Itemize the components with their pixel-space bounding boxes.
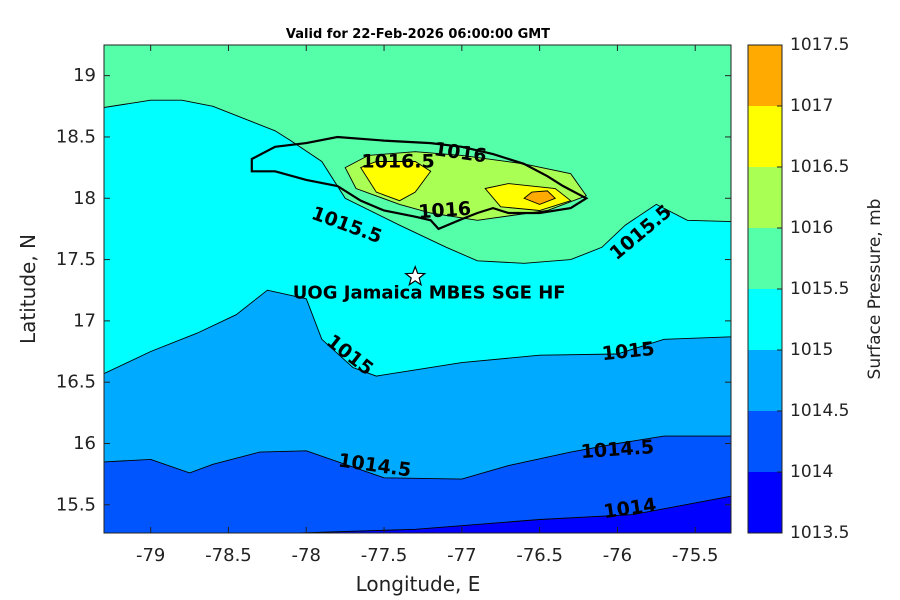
y-axis-label: Latitude, N	[16, 234, 40, 344]
contour-label: 1016	[418, 198, 472, 224]
jamaica-coastline	[250, 135, 589, 231]
contour-line-1015	[104, 289, 731, 377]
colorbar-tick-label: 1014.5	[790, 401, 849, 421]
colorbar-segment	[748, 45, 782, 106]
contour-line-1015.5	[104, 99, 731, 264]
colorbar-tick-label: 1014	[790, 462, 833, 482]
colorbar-tick-label: 1017	[790, 96, 833, 116]
x-tick-label: -79	[136, 545, 165, 566]
colorbar-segment	[748, 167, 782, 228]
y-axis-ticks: 15.5 16 16.5 17 17.5 18 18.5 19	[56, 65, 731, 515]
colorbar-label: Surface Pressure, mb	[865, 199, 885, 380]
station-star-icon	[404, 264, 427, 287]
x-tick-label: -75.5	[672, 545, 719, 566]
y-tick-label: 17.5	[56, 249, 96, 270]
contour-lines	[104, 99, 731, 533]
contour-line-1016	[344, 151, 588, 221]
contour-line-1016.5	[484, 183, 572, 211]
plot-frame	[103, 44, 732, 534]
contour-label: 1014.5	[580, 436, 655, 463]
y-tick-label: 17	[73, 310, 96, 331]
chart-title: Valid for 22-Feb-2026 06:00:00 GMT	[286, 27, 550, 42]
y-tick-label: 18	[73, 188, 96, 209]
colorbar-tick-label: 1015	[790, 340, 833, 360]
contour-fill-1016.5	[360, 161, 431, 201]
colorbar-ticks: 1013.5 1014 1014.5 1015 1015.5 1016 1016.5 1017…	[777, 35, 849, 543]
x-tick-label: -78.5	[205, 545, 252, 566]
contour-label: 1016.5	[361, 151, 434, 173]
station-marker: UOG Jamaica MBES SGE HF	[293, 264, 566, 304]
contour-line-1014.5	[104, 435, 731, 480]
colorbar-tick-label: 1013.5	[790, 523, 849, 543]
x-tick-label: -77	[447, 545, 476, 566]
contour-line-1016.5	[360, 161, 432, 202]
colorbar-segment	[748, 106, 782, 167]
y-tick-label: 19	[73, 65, 96, 86]
colorbar-segment	[748, 289, 782, 350]
colorbar-segment	[748, 228, 782, 289]
x-axis-ticks: -79 -78.5 -78 -77.5 -77 -76.5 -76 -75.5	[136, 45, 719, 566]
colorbar-tick-label: 1017.5	[790, 35, 849, 55]
colorbar-segment	[748, 350, 782, 411]
y-tick-label: 18.5	[56, 126, 96, 147]
x-tick-label: -76.5	[516, 545, 563, 566]
contour-line-1017	[523, 190, 557, 205]
x-tick-label: -78	[292, 545, 321, 566]
colorbar-tick-label: 1016.5	[790, 157, 849, 177]
colorbar	[747, 44, 783, 534]
plot-area	[104, 45, 731, 533]
y-tick-label: 15.5	[56, 494, 96, 515]
colorbar-segment	[748, 411, 782, 472]
contour-fills	[104, 100, 731, 533]
colorbar-tick-label: 1015.5	[790, 279, 849, 299]
y-tick-label: 16	[73, 433, 96, 454]
station-label: UOG Jamaica MBES SGE HF	[293, 283, 566, 304]
colorbar-segment	[748, 472, 782, 533]
y-tick-label: 16.5	[56, 372, 96, 393]
colorbar-tick-label: 1016	[790, 218, 833, 238]
contour-label: 1015	[601, 338, 656, 365]
contour-fill-1014	[297, 496, 731, 533]
x-tick-label: -76	[603, 545, 632, 566]
contour-fill-1014.5	[104, 436, 731, 533]
x-axis-label: Longitude, E	[356, 572, 481, 596]
x-tick-label: -77.5	[361, 545, 408, 566]
